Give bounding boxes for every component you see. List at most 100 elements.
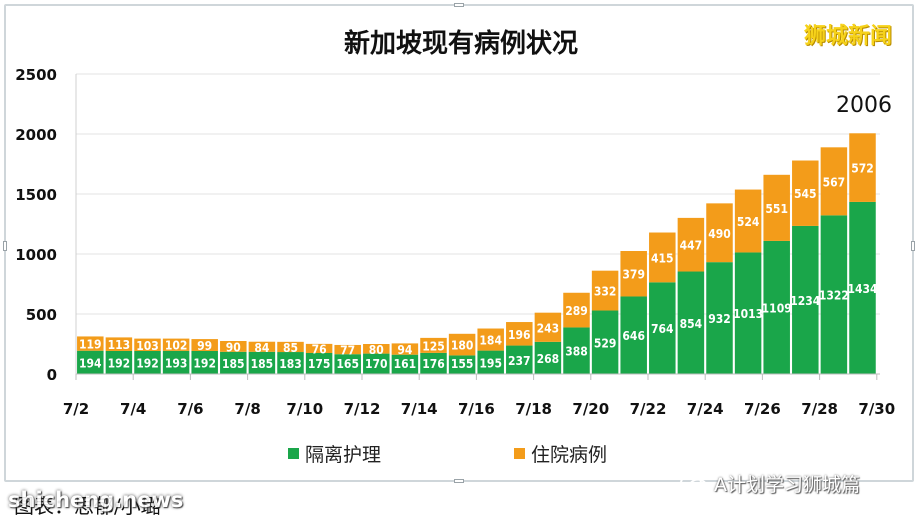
bar-segment-隔离护理 <box>334 354 361 374</box>
data-label: 379 <box>622 268 645 282</box>
data-label: 193 <box>165 356 188 370</box>
x-tick-label: 7/4 <box>120 400 146 418</box>
legend-swatch <box>288 448 299 459</box>
frame-resize-handle-bottom[interactable] <box>454 479 464 483</box>
data-label: 76 <box>312 342 327 356</box>
data-label: 119 <box>79 338 102 352</box>
bar-segment-住院病例 <box>77 336 104 351</box>
data-label: 551 <box>765 202 788 216</box>
y-tick-label: 1000 <box>15 246 57 264</box>
data-label: 84 <box>254 341 270 355</box>
x-tick-label: 7/6 <box>177 400 203 418</box>
data-label: 646 <box>622 329 645 343</box>
bar-segment-住院病例 <box>248 341 276 352</box>
bar-segment-隔离护理 <box>134 350 161 374</box>
data-label: 85 <box>283 341 298 355</box>
data-label: 195 <box>479 356 502 370</box>
bar-segment-隔离护理 <box>420 352 447 374</box>
chart-title: 新加坡现有病例状况 <box>344 28 578 59</box>
bar-segment-隔离护理 <box>734 252 762 374</box>
data-label: 932 <box>708 312 731 326</box>
data-label: 388 <box>565 345 588 359</box>
wechat-account-mark: A计划学习狮城篇 <box>680 470 860 497</box>
data-label: 102 <box>165 339 188 353</box>
data-label: 192 <box>193 356 216 370</box>
bar-segment-住院病例 <box>563 292 590 328</box>
x-tick-label: 7/8 <box>234 400 260 418</box>
bars <box>77 133 876 374</box>
bar-segment-隔离护理 <box>305 353 333 374</box>
bar-segment-隔离护理 <box>448 355 476 374</box>
legend-swatch <box>514 448 525 459</box>
wechat-account-name: A计划学习狮城篇 <box>714 474 860 496</box>
x-tick-label: 7/28 <box>801 400 838 418</box>
y-tick-label: 1500 <box>15 186 57 204</box>
x-axis: 7/2 7/4 7/6 7/8 7/10 7/12 7/14 7/16 7/18 7/20 7/22… <box>63 373 895 418</box>
data-label: 1013 <box>733 307 763 321</box>
data-label: 243 <box>537 321 560 335</box>
bar-segment-隔离护理 <box>820 215 848 374</box>
bar-segment-住院病例 <box>334 344 361 355</box>
x-tick-label: 7/10 <box>286 400 323 418</box>
data-label: 184 <box>479 334 502 348</box>
data-label: 529 <box>594 336 617 350</box>
data-label: 165 <box>336 357 359 371</box>
bar-segment-隔离护理 <box>763 240 790 374</box>
data-label: 176 <box>422 357 445 371</box>
y-tick-label: 2000 <box>15 126 57 144</box>
data-label: 1322 <box>819 289 849 303</box>
data-label: 194 <box>79 356 102 370</box>
total-annotation: 2006 <box>836 93 892 118</box>
bar-segment-住院病例 <box>534 312 562 342</box>
bar-segment-隔离护理 <box>849 201 876 374</box>
bar-segment-住院病例 <box>477 328 504 351</box>
bar-segment-隔离护理 <box>248 351 276 374</box>
data-label: 237 <box>508 354 531 368</box>
data-label: 155 <box>451 357 474 371</box>
data-label: 161 <box>394 357 417 371</box>
data-label: 415 <box>651 251 674 265</box>
data-label: 183 <box>279 357 302 371</box>
bar-segment-住院病例 <box>591 270 619 311</box>
bar-segment-住院病例 <box>820 147 848 216</box>
data-label: 1434 <box>847 282 878 296</box>
bar-segment-隔离护理 <box>649 282 676 374</box>
x-tick-label: 7/26 <box>744 400 781 418</box>
bar-segment-隔离护理 <box>391 354 419 374</box>
frame-resize-handle-right[interactable] <box>911 241 915 251</box>
data-label: 332 <box>594 285 617 299</box>
bar-segment-住院病例 <box>105 337 133 351</box>
data-label: 175 <box>308 357 331 371</box>
bar-segment-隔离护理 <box>77 350 104 374</box>
y-axis: 0 500 1000 1500 2000 2500 <box>15 66 77 384</box>
bar-segment-住院病例 <box>706 203 733 263</box>
data-labels: 194 119 192 113 192 103 193 102 192 99 185 90 185 84 1… <box>79 162 878 371</box>
bar-segment-隔离护理 <box>706 262 733 374</box>
bar-segment-住院病例 <box>277 341 304 353</box>
bar-segment-隔离护理 <box>191 350 218 374</box>
data-label: 125 <box>422 339 445 353</box>
data-label: 1109 <box>762 301 792 315</box>
data-label: 1234 <box>790 294 821 308</box>
data-label: 192 <box>136 356 159 370</box>
bar-segment-隔离护理 <box>363 353 390 374</box>
data-label: 185 <box>222 357 245 371</box>
data-label: 524 <box>737 215 760 229</box>
data-label: 80 <box>369 343 384 357</box>
data-label: 99 <box>197 339 212 353</box>
bar-segment-住院病例 <box>134 338 161 351</box>
bar-segment-隔离护理 <box>277 352 304 374</box>
chart-frame <box>3 3 915 483</box>
frame-resize-handle-left[interactable] <box>3 241 7 251</box>
data-label: 192 <box>108 356 131 370</box>
bar-segment-住院病例 <box>162 338 190 351</box>
data-label: 185 <box>251 357 274 371</box>
bar-segment-隔离护理 <box>534 341 562 374</box>
bar-segment-住院病例 <box>763 174 790 241</box>
bar-segment-住院病例 <box>734 189 762 253</box>
frame-resize-handle-top[interactable] <box>454 3 464 7</box>
data-label: 113 <box>108 338 131 352</box>
data-label: 490 <box>708 227 731 241</box>
x-tick-label: 7/30 <box>858 400 895 418</box>
